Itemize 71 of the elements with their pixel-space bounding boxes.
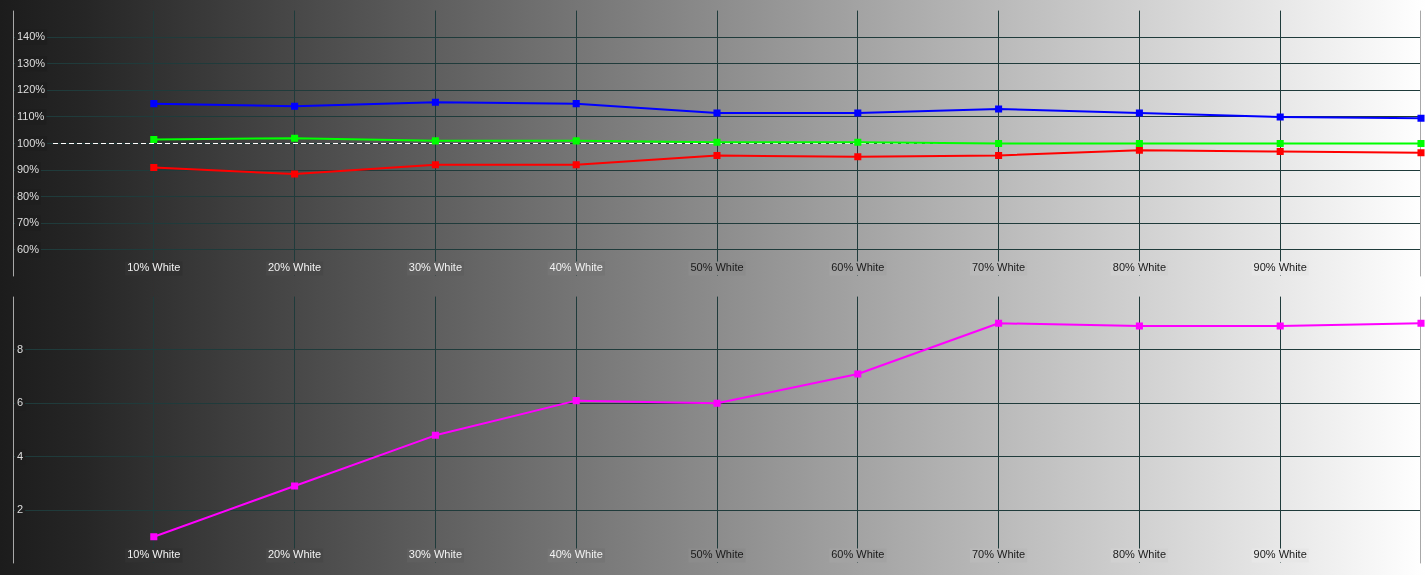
point	[995, 139, 1003, 148]
point	[854, 109, 862, 117]
point	[431, 98, 439, 106]
y-tick-label: 140%	[17, 30, 46, 43]
point	[1276, 113, 1284, 121]
y-tick-label: 8	[17, 342, 24, 355]
x-tick-label: 80% White	[1112, 261, 1166, 274]
point	[995, 151, 1003, 159]
point	[1276, 322, 1284, 330]
point	[572, 137, 580, 145]
x-tick-label: 30% White	[408, 548, 462, 561]
y-tick-label: 70%	[17, 216, 40, 229]
point	[291, 134, 299, 142]
x-tick-label: 50% White	[690, 548, 744, 561]
x-tick-label: 90% White	[1253, 548, 1307, 561]
point	[291, 170, 299, 178]
x-tick-label: 20% White	[268, 548, 322, 561]
point	[713, 151, 721, 159]
x-tick-label: 90% White	[1253, 261, 1307, 274]
point	[572, 161, 580, 169]
y-tick-label: 2	[17, 503, 24, 516]
point	[854, 153, 862, 161]
x-tick-label: 40% White	[549, 261, 603, 274]
point	[1417, 139, 1425, 148]
y-tick-label: 80%	[17, 189, 40, 202]
x-tick-label: 60% White	[831, 261, 885, 274]
point	[291, 482, 299, 490]
y-tick-label: 110%	[17, 109, 45, 122]
point	[291, 102, 299, 110]
x-tick-label: 80% White	[1112, 548, 1166, 561]
point	[1417, 319, 1425, 327]
point	[713, 399, 721, 407]
point	[995, 105, 1003, 113]
y-tick-label: 120%	[17, 83, 46, 96]
point	[1276, 147, 1284, 156]
point	[713, 138, 721, 146]
x-tick-label: 60% White	[831, 548, 885, 561]
point	[1417, 114, 1425, 122]
point	[1135, 109, 1143, 117]
point	[150, 135, 158, 144]
x-tick-label: 40% White	[549, 548, 603, 561]
y-tick-label: 130%	[17, 56, 46, 69]
point	[431, 137, 439, 145]
point	[150, 533, 158, 541]
x-tick-label: 70% White	[972, 261, 1026, 274]
point	[854, 370, 862, 378]
point	[995, 319, 1003, 327]
point	[431, 161, 439, 169]
y-tick-label: 6	[17, 396, 24, 409]
y-tick-label: 90%	[17, 163, 40, 176]
point	[150, 163, 158, 171]
y-tick-label: 60%	[17, 242, 40, 255]
x-tick-label: 20% White	[268, 261, 322, 274]
point	[572, 100, 580, 108]
x-tick-label: 10% White	[127, 548, 181, 561]
x-tick-label: 70% White	[972, 548, 1026, 561]
point	[1135, 139, 1143, 148]
point	[1276, 139, 1284, 148]
y-tick-label: 100%	[17, 136, 46, 149]
x-tick-label: 10% White	[127, 261, 181, 274]
point	[854, 138, 862, 146]
point	[431, 431, 439, 439]
point	[1135, 146, 1143, 154]
x-tick-label: 30% White	[408, 261, 462, 274]
point	[572, 397, 580, 405]
point	[150, 100, 158, 108]
point	[1135, 322, 1143, 330]
y-tick-label: 4	[17, 449, 24, 462]
x-tick-label: 50% White	[690, 261, 744, 274]
point	[713, 109, 721, 117]
point	[1417, 149, 1425, 157]
